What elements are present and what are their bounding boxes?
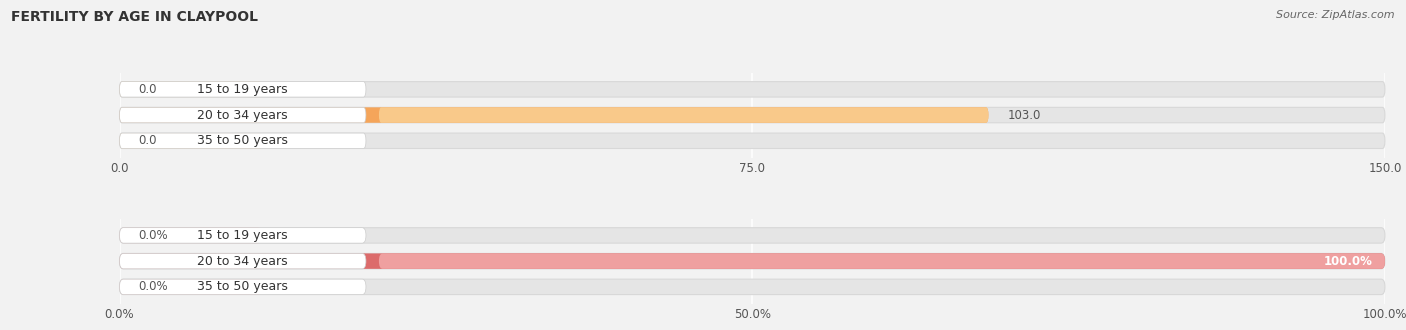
FancyBboxPatch shape — [120, 133, 366, 148]
FancyBboxPatch shape — [120, 279, 262, 295]
FancyBboxPatch shape — [120, 253, 1385, 269]
Text: 0.0%: 0.0% — [139, 229, 169, 242]
FancyBboxPatch shape — [120, 107, 988, 123]
Text: 0.0%: 0.0% — [139, 280, 169, 293]
FancyBboxPatch shape — [120, 279, 1385, 295]
FancyBboxPatch shape — [120, 228, 262, 243]
Text: Source: ZipAtlas.com: Source: ZipAtlas.com — [1277, 10, 1395, 20]
Text: 15 to 19 years: 15 to 19 years — [197, 83, 288, 96]
FancyBboxPatch shape — [120, 279, 366, 295]
Text: 103.0: 103.0 — [1008, 109, 1040, 121]
FancyBboxPatch shape — [380, 107, 988, 123]
Text: 35 to 50 years: 35 to 50 years — [197, 134, 288, 147]
Text: 35 to 50 years: 35 to 50 years — [197, 280, 288, 293]
FancyBboxPatch shape — [120, 82, 262, 97]
FancyBboxPatch shape — [120, 253, 366, 269]
Text: 20 to 34 years: 20 to 34 years — [197, 109, 288, 121]
Text: 0.0: 0.0 — [139, 134, 157, 147]
FancyBboxPatch shape — [380, 253, 1385, 269]
FancyBboxPatch shape — [120, 82, 366, 97]
Text: 20 to 34 years: 20 to 34 years — [197, 255, 288, 268]
FancyBboxPatch shape — [120, 228, 366, 243]
FancyBboxPatch shape — [120, 133, 1385, 148]
FancyBboxPatch shape — [120, 253, 1385, 269]
FancyBboxPatch shape — [120, 228, 1385, 243]
FancyBboxPatch shape — [120, 133, 262, 148]
FancyBboxPatch shape — [120, 107, 366, 123]
Text: 15 to 19 years: 15 to 19 years — [197, 229, 288, 242]
Text: FERTILITY BY AGE IN CLAYPOOL: FERTILITY BY AGE IN CLAYPOOL — [11, 10, 259, 24]
Text: 100.0%: 100.0% — [1323, 255, 1372, 268]
FancyBboxPatch shape — [120, 82, 1385, 97]
Text: 0.0: 0.0 — [139, 83, 157, 96]
FancyBboxPatch shape — [120, 107, 1385, 123]
